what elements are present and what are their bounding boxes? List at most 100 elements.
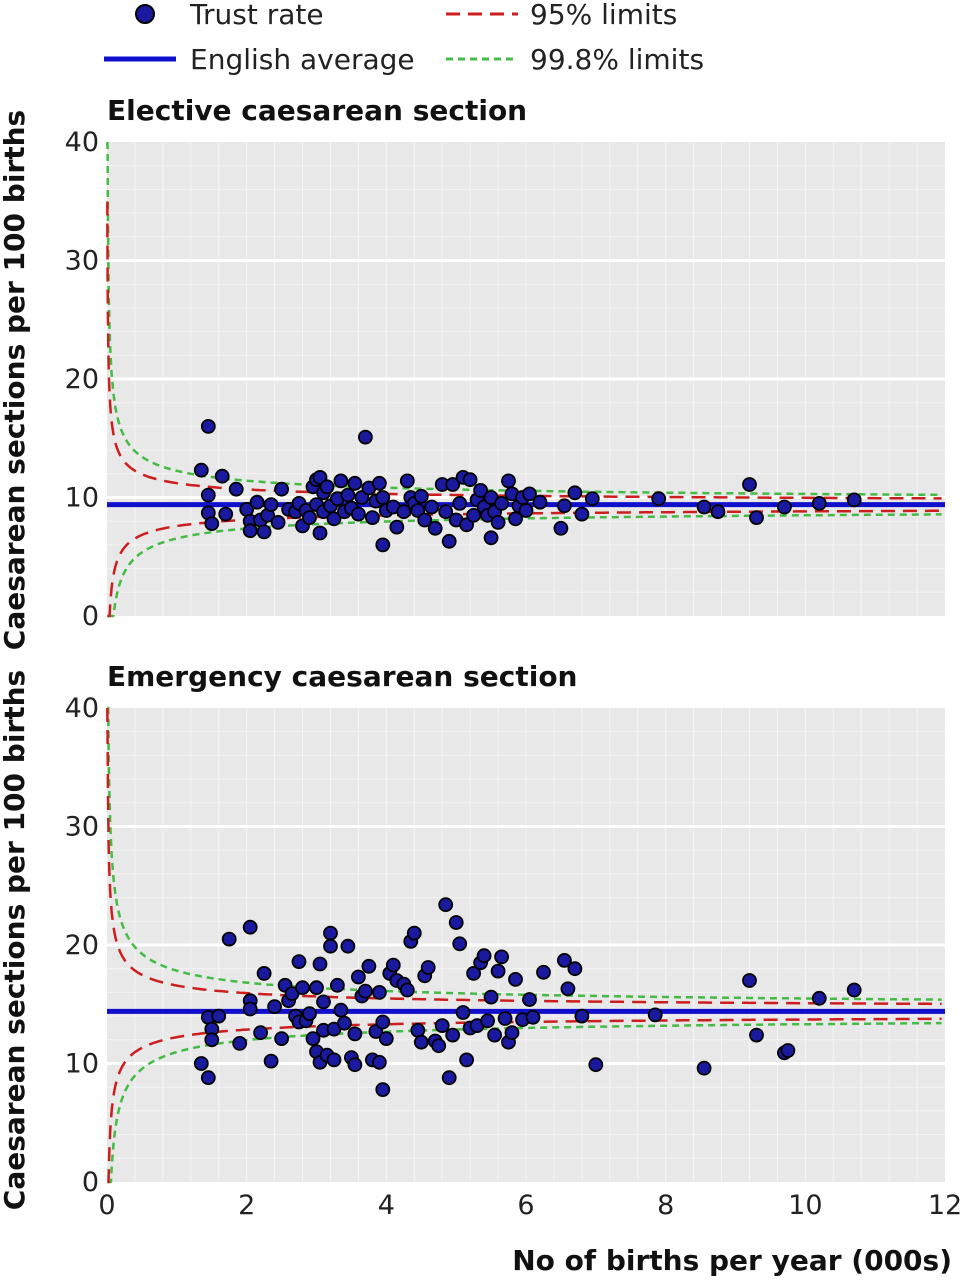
data-point [452, 936, 468, 952]
data-point [228, 481, 244, 497]
data-point [441, 533, 457, 549]
data-point [312, 956, 328, 972]
data-point [375, 1082, 391, 1097]
data-point [584, 491, 600, 507]
data-point [455, 1005, 471, 1020]
legend-english-average-label: English average [190, 43, 415, 76]
data-point [452, 495, 468, 511]
data-point [253, 1025, 269, 1041]
data-point [396, 504, 412, 520]
y-tick-label: 40 [65, 127, 99, 158]
data-point [302, 510, 317, 525]
data-point [483, 530, 499, 546]
data-point [438, 897, 454, 913]
data-point [274, 1031, 290, 1046]
y-tick-label: 20 [65, 930, 99, 961]
panel-2-title: Emergency caesarean section [107, 660, 578, 693]
data-point [494, 949, 510, 965]
x-tick-label: 8 [657, 1190, 674, 1221]
data-point [480, 1013, 496, 1029]
data-point [406, 925, 422, 941]
data-point [651, 491, 667, 507]
y-axis-title-lower: Caesarean sections per 100 births [0, 670, 31, 1210]
data-point [263, 1053, 279, 1069]
y-tick-label: 40 [65, 693, 99, 724]
data-point [742, 477, 757, 492]
data-point [200, 487, 216, 503]
data-point [221, 931, 237, 947]
data-point [466, 507, 482, 523]
data-point [557, 953, 572, 968]
data-point [326, 1052, 342, 1068]
data-point [574, 1008, 590, 1024]
limit-95-lower-line [107, 1017, 942, 1184]
data-point [267, 999, 283, 1014]
data-point [811, 990, 827, 1006]
data-point [371, 475, 387, 491]
data-point [742, 973, 757, 988]
y-tick-label: 30 [65, 246, 99, 277]
limit-99-8-upper-line [106, 141, 942, 497]
data-point [445, 1027, 461, 1043]
y-tick-label: 0 [82, 1167, 99, 1198]
x-tick-label: 0 [98, 1190, 115, 1221]
data-point [560, 981, 576, 997]
data-point [557, 498, 572, 514]
panel-1-title: Elective caesarean section [107, 94, 527, 127]
data-point [204, 516, 220, 531]
data-point [553, 520, 569, 536]
data-point [364, 510, 380, 525]
data-point [256, 966, 272, 981]
data-point [487, 1027, 503, 1043]
data-point [399, 473, 415, 489]
data-point [193, 1056, 209, 1071]
data-point [312, 525, 328, 541]
data-point [291, 954, 307, 969]
y-axis-title: Caesarean sections per 100 births [0, 110, 31, 650]
legend-trust-rate-label: Trust rate [189, 0, 324, 31]
data-point [375, 537, 391, 553]
data-point [295, 980, 310, 996]
data-point [232, 1036, 248, 1051]
data-point [749, 510, 764, 525]
data-point [647, 1007, 663, 1023]
x-axis-ticks: 0 2 4 6 8 10 12 [98, 1190, 960, 1221]
legend: Trust rate English average 95% limits 99… [104, 0, 704, 76]
y-tick-label: 0 [82, 601, 99, 632]
data-point [242, 523, 258, 539]
data-point [378, 1031, 394, 1046]
x-tick-label: 10 [788, 1190, 822, 1221]
data-point [375, 1014, 391, 1030]
y-tick-label: 10 [65, 1049, 99, 1080]
data-point [340, 938, 356, 954]
legend-99-8-limits-label: 99.8% limits [530, 43, 704, 76]
limit-95-upper-line [106, 707, 942, 1006]
data-point [389, 519, 405, 535]
data-point [357, 429, 373, 445]
legend-trust-rate-marker [135, 4, 155, 24]
data-point [340, 487, 356, 503]
data-point [574, 506, 590, 522]
data-point [417, 512, 433, 528]
data-point [696, 1060, 712, 1076]
data-point [347, 1026, 363, 1042]
data-point [494, 495, 510, 511]
data-point [350, 969, 366, 985]
data-point [200, 1070, 216, 1086]
data-point [410, 1022, 426, 1038]
data-point [323, 925, 338, 941]
data-point [522, 992, 537, 1007]
data-point [497, 1011, 513, 1026]
data-point [333, 1002, 349, 1018]
data-point [274, 481, 290, 497]
data-point [302, 1006, 317, 1022]
legend-95-limits-label: 95% limits [530, 0, 677, 31]
data-point [780, 1043, 796, 1058]
data-point [204, 1032, 220, 1048]
data-point [200, 418, 216, 434]
x-axis-title: No of births per year (000s) [512, 1244, 952, 1277]
data-point [441, 1070, 457, 1086]
data-point [371, 985, 387, 1000]
data-point [427, 520, 443, 536]
data-point [588, 1057, 604, 1073]
